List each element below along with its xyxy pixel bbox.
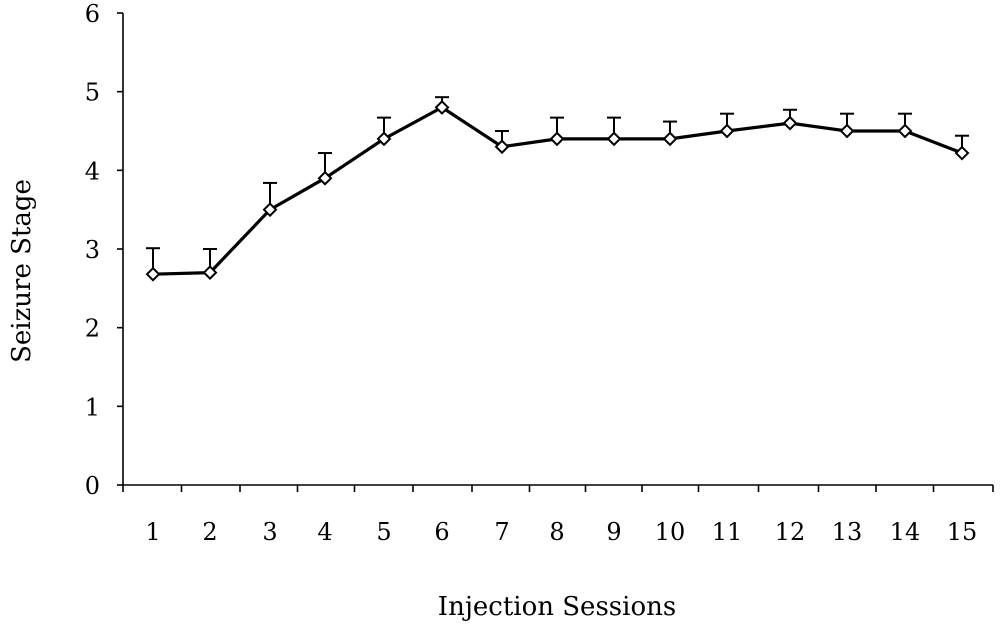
x-tick-label: 5 bbox=[376, 518, 391, 546]
data-point-marker bbox=[606, 131, 622, 147]
x-tick-label: 4 bbox=[317, 518, 332, 546]
x-tick-label: 8 bbox=[549, 518, 564, 546]
data-point-marker bbox=[376, 131, 392, 147]
data-point-marker bbox=[897, 123, 913, 139]
x-tick-label: 12 bbox=[775, 518, 806, 546]
y-tick-label: 2 bbox=[85, 315, 100, 343]
data-point-marker bbox=[782, 115, 798, 131]
x-axis-title: Injection Sessions bbox=[438, 592, 676, 622]
y-tick-label: 6 bbox=[85, 0, 100, 28]
y-tick-label: 4 bbox=[85, 157, 100, 185]
x-tick-label: 1 bbox=[145, 518, 160, 546]
data-point-marker bbox=[719, 123, 735, 139]
x-tick-label: 10 bbox=[655, 518, 686, 546]
data-point-marker bbox=[317, 170, 333, 186]
x-tick-label: 14 bbox=[890, 518, 921, 546]
x-tick-label: 7 bbox=[494, 518, 509, 546]
y-tick-label: 5 bbox=[85, 79, 100, 107]
data-point-marker bbox=[954, 145, 970, 161]
axes-layer bbox=[117, 12, 994, 492]
data-point-marker bbox=[202, 265, 218, 281]
y-axis-title: Seizure Stage bbox=[7, 179, 37, 363]
x-tick-label: 2 bbox=[202, 518, 217, 546]
data-point-marker bbox=[145, 266, 161, 282]
data-point-marker bbox=[434, 99, 450, 115]
y-tick-label: 0 bbox=[85, 472, 100, 500]
y-tick-label: 3 bbox=[85, 236, 100, 264]
error-bars bbox=[146, 96, 969, 275]
data-point-marker bbox=[494, 139, 510, 155]
data-point-marker bbox=[662, 131, 678, 147]
x-tick-label: 3 bbox=[262, 518, 277, 546]
y-tick-label: 1 bbox=[85, 393, 100, 421]
data-point-marker bbox=[549, 131, 565, 147]
data-point-marker bbox=[839, 123, 855, 139]
x-tick-label: 13 bbox=[832, 518, 863, 546]
data-markers bbox=[145, 99, 970, 282]
data-point-marker bbox=[262, 202, 278, 218]
x-tick-label: 15 bbox=[947, 518, 978, 546]
x-tick-label: 11 bbox=[712, 518, 743, 546]
x-tick-label: 9 bbox=[606, 518, 621, 546]
x-tick-label: 6 bbox=[434, 518, 449, 546]
